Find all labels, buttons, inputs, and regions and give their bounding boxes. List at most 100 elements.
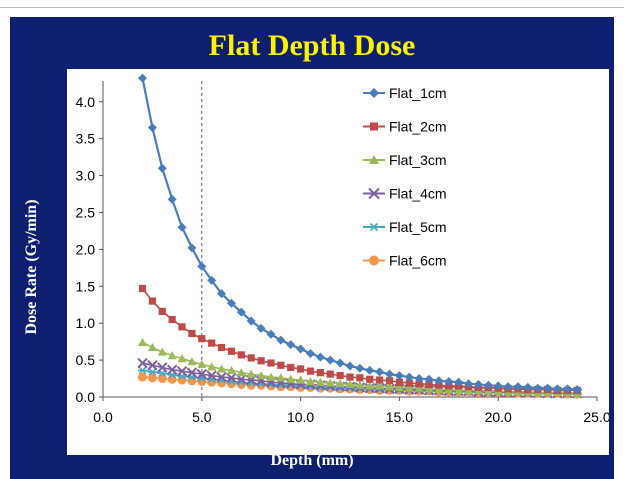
data-point [297,365,305,373]
chart-title: Flat Depth Dose [208,29,416,62]
y-tick-label: 0.0 [76,389,96,405]
data-point [404,372,414,382]
data-point [147,123,157,133]
data-point [197,261,207,271]
legend-label: Flat_3cm [389,152,447,168]
data-point [158,307,166,315]
data-point [305,348,315,358]
data-point [376,376,384,384]
data-point [227,347,236,355]
x-tick-label: 25.0 [583,409,609,425]
data-point [166,364,178,375]
x-axis-label: Depth (mm) [270,452,354,469]
legend-label: Flat_4cm [389,186,447,202]
data-point [375,367,385,377]
data-point [434,385,444,394]
legend-label: Flat_6cm [389,253,447,269]
legend-label: Flat_5cm [389,219,447,235]
data-point [187,243,197,253]
data-point [296,344,306,354]
data-point [147,368,157,376]
data-point [415,380,423,388]
data-point [375,381,385,390]
data-point [237,351,245,359]
data-point [345,379,355,389]
data-point [207,275,217,285]
data-point [493,381,503,391]
data-point [513,382,523,392]
data-point [256,323,266,333]
data-point [246,369,256,378]
data-point [335,379,345,388]
legend-marker [370,122,378,131]
data-point [316,369,324,377]
data-point [464,379,474,389]
data-point [147,360,158,371]
y-tick-label: 3.5 [76,131,96,147]
data-point [395,378,403,386]
data-point [365,381,375,390]
data-point [366,375,374,383]
data-point [414,374,424,384]
y-tick-label: 2.5 [76,204,96,220]
y-tick-label: 0.5 [76,352,96,368]
data-point [473,379,483,389]
data-point [286,374,296,383]
y-tick-label: 3.0 [76,168,96,184]
data-point [187,357,197,366]
data-point [226,298,236,308]
data-point [157,369,167,378]
legend-label: Flat_2cm [389,119,447,135]
data-point [138,73,148,83]
data-point [178,323,186,331]
data-point [424,374,434,384]
data-point [167,351,177,360]
data-point [157,347,167,356]
data-point [186,367,198,378]
data-point [226,365,236,375]
data-point [138,337,148,346]
data-point [454,385,464,394]
y-tick-label: 2.0 [76,241,96,257]
data-point [346,373,354,381]
data-point [217,343,226,352]
data-point [247,354,255,362]
data-point [276,335,286,345]
data-point [287,363,295,372]
data-point [404,383,414,392]
data-point [197,360,207,369]
data-point [157,163,167,173]
data-point [306,367,315,375]
data-point [138,284,147,293]
legend-label: Flat_1cm [389,85,447,101]
top-divider [0,7,624,8]
data-point [533,383,543,393]
data-point [424,384,434,393]
data-point [325,378,335,387]
data-point [444,377,454,386]
data-point [414,383,424,392]
data-point [385,382,395,391]
y-tick-label: 1.0 [76,315,96,331]
data-point [355,363,365,373]
data-point [345,361,355,371]
data-point [365,365,375,375]
data-point [257,357,265,365]
series-line-flat-1cm [141,77,578,391]
legend-marker [368,187,380,200]
data-point [552,384,562,394]
data-point [277,361,285,369]
data-point [425,380,433,389]
data-point [176,365,188,377]
data-point [267,359,275,367]
x-tick-label: 0.0 [93,409,113,425]
data-point [246,316,256,326]
data-point [356,374,364,382]
data-point [167,194,177,204]
data-point [217,364,227,373]
data-point [276,373,286,382]
data-point [236,307,246,317]
plot-panel: 0.0 0.5 1.0 1.5 2.0 2.5 3.0 3.5 4.0 0.0 5.0 10.0 15.… [67,69,611,455]
data-point [208,339,216,347]
data-point [325,355,335,365]
